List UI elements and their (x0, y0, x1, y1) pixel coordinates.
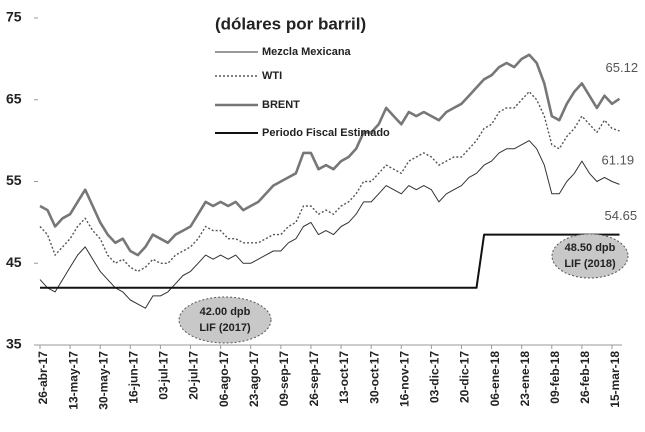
end-value-label: 65.12 (606, 60, 639, 75)
x-tick-label: 06-ago-17 (217, 351, 231, 407)
x-tick-label: 06-ene-18 (488, 351, 502, 407)
x-tick-label: 13-may-17 (66, 351, 80, 410)
y-tick-label: 35 (6, 336, 22, 352)
legend-label: Mezcla Mexicana (262, 46, 352, 58)
y-tick-label: 45 (6, 254, 22, 270)
x-tick-label: 16-jun-17 (126, 351, 140, 404)
x-tick-label: 23-ene-18 (518, 351, 532, 407)
end-value-label: 54.65 (605, 208, 638, 223)
series-line (39, 90, 620, 273)
x-tick-label: 03-jul-17 (157, 351, 171, 400)
legend-label: WTI (262, 70, 282, 82)
annotation: 48.50 dpb (565, 242, 616, 254)
x-tick-label: 30-may-17 (96, 351, 110, 410)
x-tick-label: 26-abr-17 (36, 351, 50, 405)
x-tick-label: 26-feb-18 (578, 351, 592, 404)
x-tick-label: 23-ago-17 (247, 351, 261, 407)
end-value-label: 61.19 (602, 152, 635, 167)
x-tick-label: 16-nov-17 (397, 351, 411, 407)
annotation-bubble (178, 296, 272, 344)
x-tick-label: 03-dic-17 (428, 351, 442, 403)
y-tick-label: 75 (6, 9, 22, 25)
legend-label: Periodo Fiscal Estimado (262, 127, 390, 139)
x-tick-label: 09-sep-17 (277, 351, 291, 407)
annotation: LIF (2017) (199, 322, 251, 334)
x-tick-label: 20-dic-17 (458, 351, 472, 403)
annotation-bubble (551, 233, 629, 279)
x-tick-label: 30-oct-17 (367, 351, 381, 404)
x-tick-label: 09-feb-18 (548, 351, 562, 404)
x-tick-label: 13-oct-17 (337, 351, 351, 404)
series-line (39, 140, 620, 309)
chart-title: (dólares por barril) (215, 14, 366, 33)
annotation: LIF (2018) (564, 258, 616, 270)
legend-label: BRENT (262, 99, 300, 111)
series-line (40, 233, 620, 289)
annotation: 42.00 dpb (200, 306, 251, 318)
x-tick-label: 15-mar-18 (608, 351, 622, 408)
y-tick-label: 65 (6, 90, 22, 106)
x-tick-label: 20-jul-17 (187, 351, 201, 400)
series-line (39, 53, 621, 257)
x-tick-label: 26-sep-17 (307, 351, 321, 407)
y-tick-label: 55 (6, 172, 22, 188)
